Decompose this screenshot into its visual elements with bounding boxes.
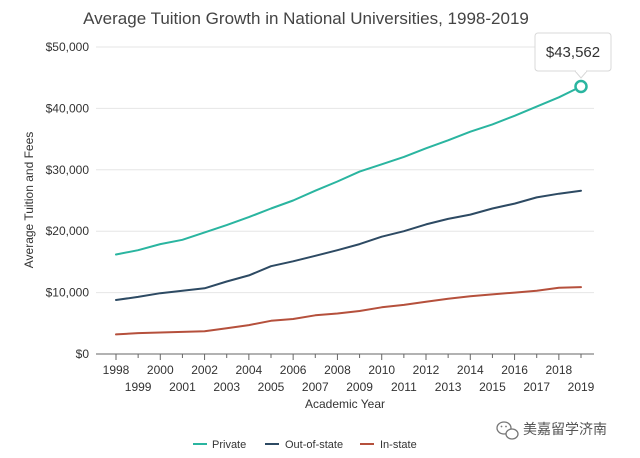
wechat-icon [496,421,519,440]
x-tick-label: 2017 [523,380,550,394]
x-tick-label: 2007 [302,380,329,394]
series-lines [115,79,588,336]
watermark-text: 美嘉留学济南 [523,421,607,437]
x-tick-label: 2000 [147,363,174,377]
x-tick-label: 2019 [568,380,595,394]
x-tick-label: 2010 [368,363,395,377]
legend-item-in-state[interactable]: In-state [360,439,417,451]
highlight-point[interactable] [574,79,588,94]
x-axis-label: Academic Year [305,397,385,411]
x-tick-label: 2014 [457,363,484,377]
chart-title: Average Tuition Growth in National Unive… [83,9,529,28]
gridlines [96,46,594,294]
x-tick-label: 2018 [546,363,573,377]
x-tick-label: 2011 [391,380,417,394]
x-tick-label: 2016 [501,363,528,377]
y-tick-label: $50,000 [46,40,90,54]
legend-item-out-of-state[interactable]: Out-of-state [265,439,343,451]
series-line-in-state[interactable] [115,286,582,336]
series-line-out-of-state[interactable] [115,189,582,301]
y-tick-label: $10,000 [46,286,90,300]
x-tick-label: 2005 [258,380,285,394]
x-tick-label: 2001 [169,380,196,394]
y-tick-label: $0 [76,347,90,361]
x-tick-label: 2002 [191,363,218,377]
x-tick-label: 2006 [280,363,307,377]
legend-item-private[interactable]: Private [193,439,246,451]
y-axis-label: Average Tuition and Fees [22,132,36,269]
tooltip-box [534,32,612,72]
legend-label-in-state: In-state [380,439,417,451]
watermark: 美嘉留学济南 [496,421,607,440]
x-tick-label: 1999 [125,380,152,394]
legend-label-private: Private [212,439,246,451]
legend-label-out-of-state: Out-of-state [285,439,343,451]
x-tick-label: 2013 [435,380,462,394]
tooltip-label: $43,562 [546,44,600,61]
y-tick-label: $30,000 [46,163,90,177]
tooltip-pointer [574,70,588,79]
x-tick-label: 2003 [213,380,240,394]
x-tick-label: 1998 [103,363,130,377]
x-tick-label: 2009 [346,380,373,394]
x-tick-label: 2004 [236,363,263,377]
x-axis-ticks: 1998 1999 2000 2001 2002 2003 2004 2005 2006 2007… [103,354,595,394]
tooltip-annotation: $43,562 [534,32,612,79]
series-line-private[interactable] [115,85,582,256]
y-tick-label: $40,000 [46,101,90,115]
legend: Private Out-of-state In-state [193,439,417,451]
x-tick-label: 2012 [413,363,440,377]
x-tick-label: 2015 [479,380,506,394]
y-tick-label: $20,000 [46,224,90,238]
x-tick-label: 2008 [324,363,351,377]
y-axis-ticks: $0 $10,000 $20,000 $30,000 $40,000 $50,000 [46,40,90,361]
